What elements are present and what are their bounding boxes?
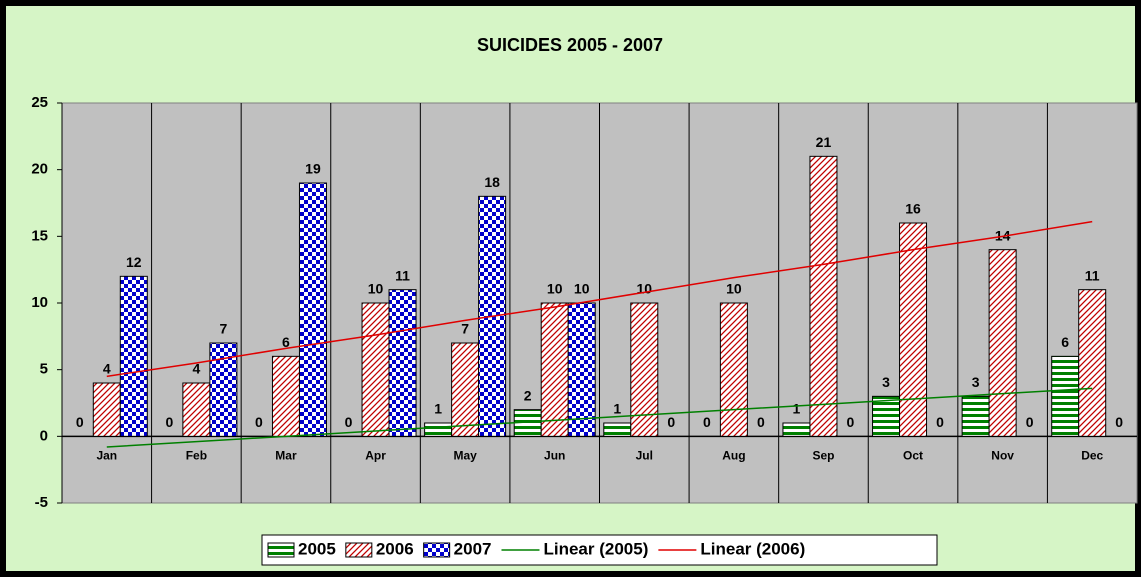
bar: [540, 302, 569, 437]
data-label: 3: [972, 374, 980, 390]
x-tick-label: Aug: [722, 449, 745, 463]
bar: [719, 302, 748, 437]
bar: [988, 249, 1017, 437]
data-label: 0: [757, 414, 765, 430]
legend-swatch: [345, 542, 373, 558]
y-tick-label: -5: [35, 494, 48, 511]
legend: [261, 534, 938, 566]
data-label: 6: [282, 334, 290, 350]
x-tick-label: Jun: [544, 449, 565, 463]
data-label: 12: [126, 254, 142, 270]
bar: [603, 422, 632, 437]
y-tick-label: 25: [31, 94, 48, 111]
bar: [567, 302, 596, 437]
y-tick-label: 0: [40, 427, 48, 444]
y-tick-label: 15: [31, 227, 48, 244]
y-tick-label: 5: [40, 361, 48, 378]
bar: [630, 302, 659, 437]
legend-label: Linear (2006): [700, 539, 805, 558]
x-tick-label: Apr: [365, 449, 386, 463]
data-label: 0: [165, 414, 173, 430]
data-label: 10: [547, 281, 563, 297]
x-tick-label: Nov: [991, 449, 1014, 463]
y-tick-label: 10: [31, 294, 48, 311]
x-tick-label: Feb: [186, 449, 207, 463]
bar: [1051, 355, 1080, 437]
legend-label: 2005: [298, 539, 336, 558]
x-tick-label: Dec: [1081, 449, 1103, 463]
data-label: 10: [368, 281, 384, 297]
data-label: 18: [484, 174, 500, 190]
data-label: 7: [219, 321, 227, 337]
x-tick-label: Sep: [812, 449, 834, 463]
bar: [271, 355, 300, 437]
bar: [782, 422, 811, 437]
data-label: 0: [345, 414, 353, 430]
data-label: 7: [461, 321, 469, 337]
data-label: 0: [76, 414, 84, 430]
bar: [298, 182, 327, 437]
data-label: 4: [103, 361, 111, 377]
bar: [961, 395, 990, 437]
bar: [92, 382, 121, 437]
data-label: 0: [936, 414, 944, 430]
data-label: 0: [1115, 414, 1123, 430]
data-label: 0: [703, 414, 711, 430]
data-label: 3: [882, 374, 890, 390]
legend-label: 2007: [454, 539, 492, 558]
data-label: 0: [255, 414, 263, 430]
data-label: 0: [667, 414, 675, 430]
x-tick-label: Oct: [903, 449, 923, 463]
chart-title: SUICIDES 2005 - 2007: [477, 35, 663, 55]
bar: [809, 155, 838, 437]
data-label: 21: [816, 134, 832, 150]
bar: [119, 275, 148, 437]
data-label: 4: [192, 361, 200, 377]
data-label: 1: [434, 401, 442, 417]
x-tick-label: Jan: [96, 449, 117, 463]
bar: [388, 289, 417, 437]
data-label: 11: [1085, 267, 1100, 283]
legend-label: Linear (2005): [543, 539, 648, 558]
data-label: 2: [524, 387, 532, 403]
trend-line: [106, 387, 1093, 448]
x-tick-label: Mar: [275, 449, 297, 463]
legend-label: 2006: [376, 539, 414, 558]
x-tick-label: May: [453, 449, 477, 463]
data-label: 10: [726, 281, 742, 297]
bar: [899, 222, 928, 437]
data-label: 6: [1061, 334, 1069, 350]
legend-swatch: [267, 542, 295, 558]
data-label: 14: [995, 227, 1011, 243]
trend-line: [106, 220, 1093, 378]
data-label: 19: [305, 161, 321, 177]
data-label: 10: [574, 281, 590, 297]
data-label: 0: [847, 414, 855, 430]
data-label: 10: [637, 281, 653, 297]
legend-swatch: [423, 542, 451, 558]
data-label: 16: [905, 201, 921, 217]
bar: [424, 422, 453, 437]
data-label: 1: [793, 401, 801, 417]
bar: [182, 382, 211, 437]
y-tick-label: 20: [31, 161, 48, 178]
data-label: 11: [395, 267, 410, 283]
bar: [361, 302, 390, 437]
data-label: 0: [1026, 414, 1034, 430]
data-label: 1: [613, 401, 621, 417]
bar: [1078, 289, 1107, 437]
x-tick-label: Jul: [636, 449, 653, 463]
bar: [872, 395, 901, 437]
bar: [451, 342, 480, 437]
